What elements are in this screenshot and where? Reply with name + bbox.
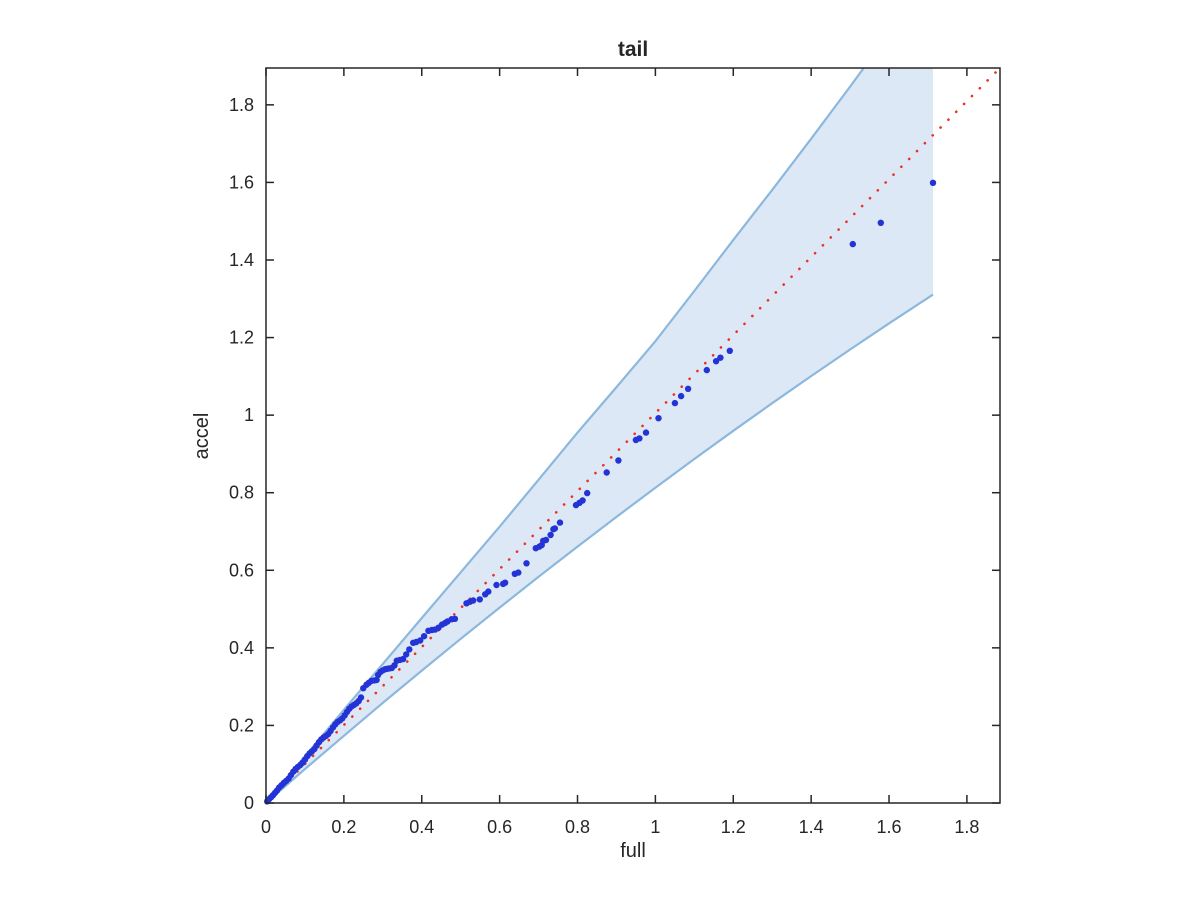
data-point xyxy=(542,536,550,544)
data-point xyxy=(615,457,622,464)
y-tick-label: 0 xyxy=(244,793,254,813)
y-tick-label: 1.8 xyxy=(229,95,254,115)
x-tick-label: 1.2 xyxy=(721,817,746,837)
data-point xyxy=(584,489,591,497)
confidence-band-lower-edge xyxy=(265,293,934,804)
data-point xyxy=(406,646,413,653)
x-tick-label: 0.8 xyxy=(565,817,590,837)
data-point xyxy=(451,615,459,622)
data-point xyxy=(373,676,380,684)
y-tick-label: 0.6 xyxy=(229,560,254,580)
chart-title: tail xyxy=(618,38,648,61)
data-point xyxy=(403,651,410,658)
scatter-points xyxy=(264,179,937,805)
data-point xyxy=(603,469,610,476)
plot-box xyxy=(265,67,1001,804)
x-tick-label: 0 xyxy=(261,817,271,837)
data-point xyxy=(655,415,662,422)
data-point xyxy=(929,179,937,186)
data-point xyxy=(642,429,650,436)
x-tick-label: 1.4 xyxy=(799,817,824,837)
data-point xyxy=(493,581,500,589)
data-point xyxy=(717,354,724,361)
data-point xyxy=(485,588,492,595)
data-point xyxy=(501,579,509,586)
data-point xyxy=(551,525,559,532)
x-tick-label: 0.4 xyxy=(409,817,434,837)
y-tick-label: 1.2 xyxy=(229,328,254,348)
data-point xyxy=(470,597,477,604)
data-point xyxy=(849,240,856,248)
data-point xyxy=(476,596,483,603)
x-tick-label: 0.2 xyxy=(331,817,356,837)
data-point xyxy=(703,366,710,374)
y-tick-label: 0.2 xyxy=(229,715,254,735)
data-point xyxy=(357,694,365,701)
data-point xyxy=(726,347,733,354)
x-axis-label: full xyxy=(620,840,646,862)
data-point xyxy=(523,560,530,567)
data-point xyxy=(420,633,428,640)
y-tick-label: 0.4 xyxy=(229,638,254,658)
axes: 0 0.2 0.4 0.6 0.8 1 1.2 1.4 1.6 1.8 0 0.2 0.4 0.6 0.8 1… xyxy=(229,67,1001,837)
data-point xyxy=(636,435,643,442)
y-tick-label: 1 xyxy=(244,405,254,425)
y-axis-label: accel xyxy=(191,413,213,460)
data-point xyxy=(547,531,554,539)
x-tick-label: 1 xyxy=(650,817,660,837)
y-tick-label: 1.4 xyxy=(229,250,254,270)
data-point xyxy=(556,519,564,526)
data-point xyxy=(877,219,884,226)
data-point xyxy=(515,569,522,576)
data-point xyxy=(399,655,407,663)
x-tick-label: 0.6 xyxy=(487,817,512,837)
confidence-band-fill xyxy=(266,68,933,803)
data-point xyxy=(671,399,679,407)
x-tick-label: 1.8 xyxy=(954,817,979,837)
data-point xyxy=(579,497,586,504)
data-point xyxy=(684,385,692,392)
reference-line-group xyxy=(264,66,1002,805)
reference-line xyxy=(264,66,1002,805)
data-point xyxy=(712,358,720,365)
data-point xyxy=(677,392,685,400)
confidence-band-upper-edge xyxy=(265,67,865,804)
x-tick-label: 1.6 xyxy=(877,817,902,837)
y-tick-label: 0.8 xyxy=(229,483,254,503)
y-tick-label: 1.6 xyxy=(229,172,254,192)
data-point xyxy=(417,637,424,644)
confidence-band xyxy=(265,67,934,804)
